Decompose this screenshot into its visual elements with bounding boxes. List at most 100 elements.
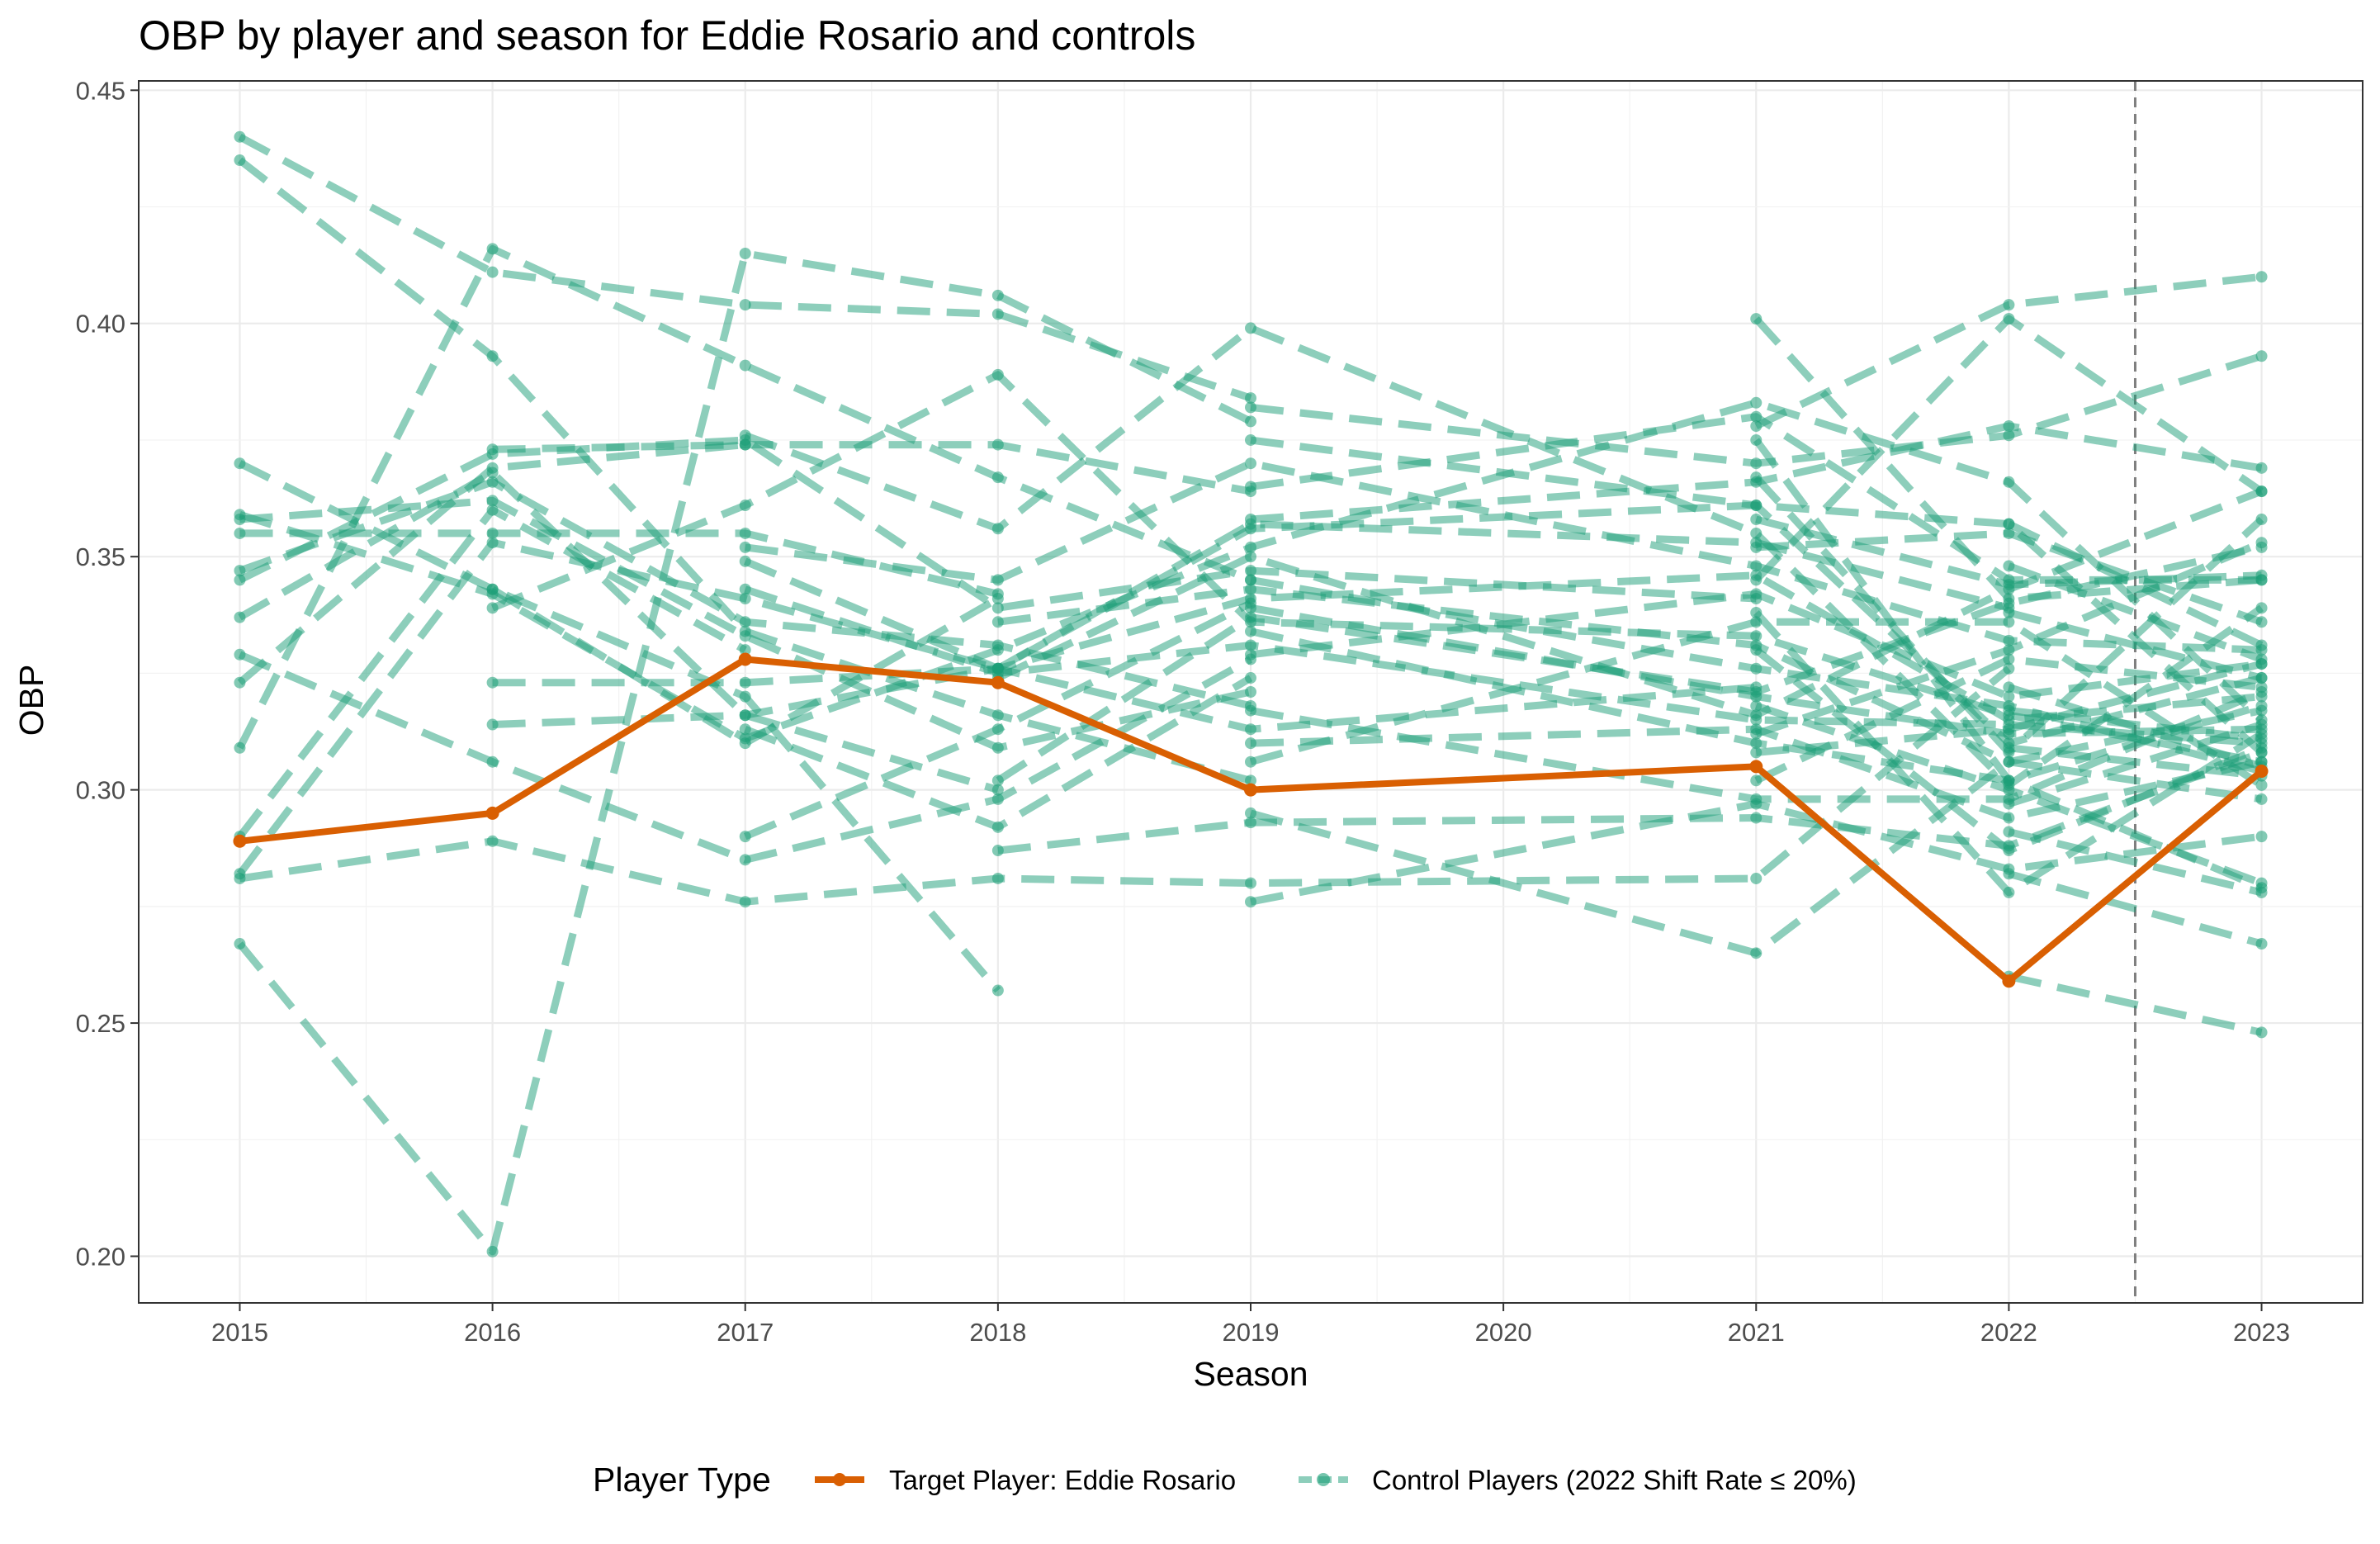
control-point: [2255, 1026, 2268, 1039]
control-point: [2003, 527, 2015, 539]
x-tick-label: 2017: [717, 1318, 774, 1347]
control-series-line: [1250, 688, 2264, 803]
control-point: [1750, 690, 1763, 703]
control-point: [991, 774, 1004, 787]
legend-label-target: Target Player: Eddie Rosario: [889, 1465, 1236, 1495]
control-point: [739, 709, 751, 722]
x-tick-label: 2022: [1980, 1318, 2037, 1347]
control-point: [2003, 741, 2015, 754]
control-series-line: [1250, 590, 2263, 701]
control-point: [1750, 433, 1763, 446]
control-series-line: [238, 460, 1001, 993]
control-point: [991, 793, 1004, 805]
control-point: [2255, 779, 2268, 791]
control-point: [486, 495, 499, 507]
control-point: [2003, 755, 2015, 768]
control-point: [486, 583, 499, 595]
control-series-line: [2008, 828, 2263, 897]
control-series-layer: [234, 130, 2268, 1257]
control-series-line: [744, 585, 2262, 747]
control-point: [1750, 606, 1763, 618]
control-point: [1245, 401, 1256, 414]
target-point: [991, 675, 1005, 689]
control-point: [234, 741, 246, 754]
control-point: [739, 429, 751, 442]
control-point: [1750, 947, 1763, 959]
control-point: [739, 555, 751, 567]
control-point: [1750, 541, 1763, 553]
control-point: [1245, 392, 1256, 405]
y-tick-label: 0.35: [76, 542, 125, 571]
control-series-line: [237, 249, 1253, 1256]
control-point: [1245, 817, 1256, 829]
x-tick-label: 2020: [1475, 1318, 1532, 1347]
control-point: [739, 438, 751, 451]
control-point: [1245, 583, 1256, 595]
control-point: [991, 602, 1004, 614]
control-point: [486, 266, 499, 278]
control-point: [2003, 774, 2015, 787]
control-point: [486, 718, 499, 731]
y-axis-title: OBP: [12, 665, 50, 736]
control-point: [739, 359, 751, 372]
control-point: [2255, 877, 2268, 889]
control-point: [486, 504, 499, 516]
control-series-line: [744, 324, 2264, 789]
x-tick-label: 2018: [969, 1318, 1026, 1347]
control-point: [1750, 727, 1763, 740]
control-point: [486, 350, 499, 362]
control-point: [1750, 588, 1763, 600]
control-point: [1245, 433, 1256, 446]
target-point: [2255, 765, 2269, 779]
control-point: [2255, 938, 2268, 950]
control-point: [991, 639, 1004, 651]
control-point: [991, 784, 1004, 796]
control-point: [1245, 755, 1256, 768]
control-series-line: [1250, 353, 2263, 467]
x-axis-ticks: 2015 2016 2017 2018 2019 2020 2021 2022 2023: [211, 1303, 2290, 1347]
control-point: [1245, 723, 1256, 736]
control-point: [2255, 485, 2268, 498]
control-point: [1750, 560, 1763, 572]
control-series-line: [1250, 800, 2263, 906]
control-point: [2003, 429, 2015, 442]
control-point: [2003, 812, 2015, 824]
control-series-line: [1249, 758, 2263, 957]
control-point: [2003, 560, 2015, 572]
control-point: [739, 854, 751, 866]
control-point: [739, 527, 751, 539]
control-point: [234, 574, 246, 586]
target-series-layer: [233, 652, 2269, 988]
legend-label-control: Control Players (2022 Shift Rate ≤ 20%): [1372, 1465, 1857, 1495]
legend-key-control-point: [1317, 1473, 1330, 1486]
control-point: [486, 443, 499, 456]
control-point: [2003, 662, 2015, 675]
control-point: [739, 690, 751, 703]
control-series-line: [2007, 562, 2264, 663]
control-point: [1245, 523, 1256, 535]
y-tick-label: 0.45: [76, 76, 125, 105]
control-point: [2255, 602, 2268, 614]
control-point: [2003, 616, 2015, 628]
control-series-line: [236, 244, 1252, 750]
target-point: [233, 834, 247, 848]
control-point: [1245, 896, 1256, 908]
control-point: [991, 872, 1004, 884]
control-point: [2255, 831, 2268, 843]
x-tick-label: 2015: [211, 1318, 268, 1347]
control-point: [739, 676, 751, 689]
control-point: [1750, 709, 1763, 722]
control-point: [486, 243, 499, 255]
control-point: [1245, 877, 1256, 889]
control-point: [2003, 690, 2015, 703]
control-point: [486, 755, 499, 768]
y-tick-label: 0.30: [76, 776, 125, 805]
control-point: [2255, 513, 2268, 525]
legend-title: Player Type: [593, 1461, 771, 1499]
control-series-line: [2008, 684, 2263, 770]
control-point: [2003, 681, 2015, 694]
legend-key-target-point: [833, 1473, 846, 1486]
control-point: [739, 500, 751, 512]
control-point: [739, 593, 751, 605]
